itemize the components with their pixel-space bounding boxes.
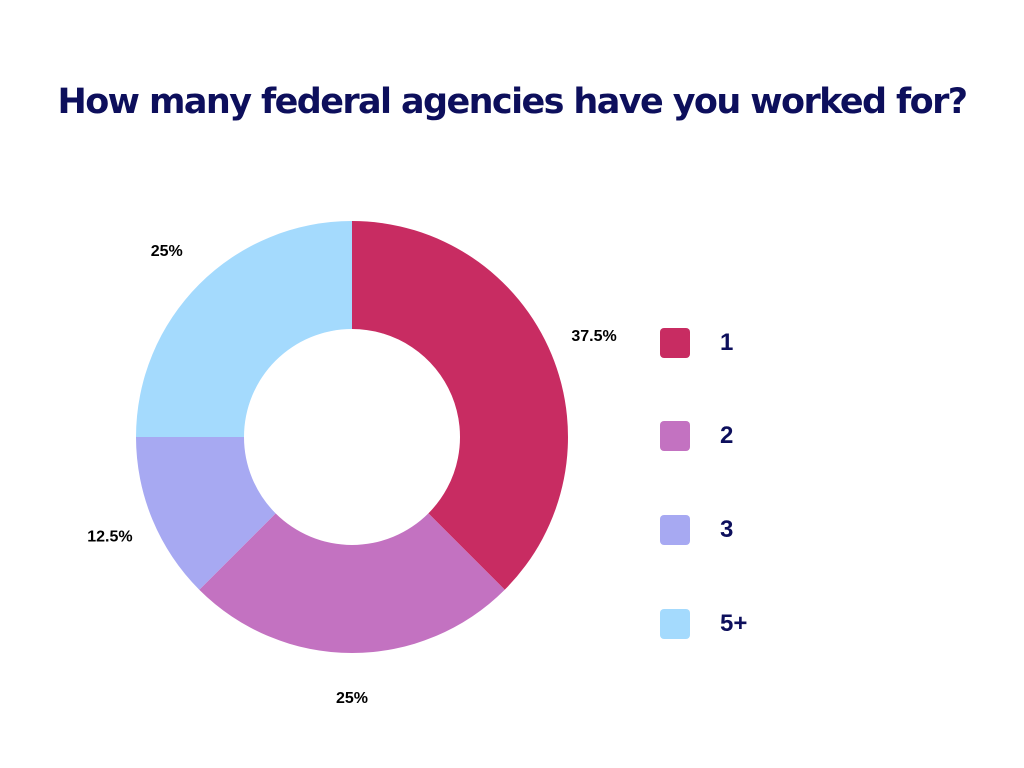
legend-label-1: 1 bbox=[720, 329, 734, 356]
slice-5-plus bbox=[136, 221, 352, 437]
legend-swatch-5-plus bbox=[660, 609, 690, 639]
legend-swatch-2 bbox=[660, 421, 690, 451]
legend-item-2: 2 bbox=[660, 421, 860, 451]
slice-2 bbox=[199, 513, 505, 653]
chart-title: How many federal agencies have you worke… bbox=[57, 82, 969, 122]
data-label-1: 37.5% bbox=[571, 328, 616, 345]
slice-3 bbox=[136, 437, 276, 590]
data-label-3: 12.5% bbox=[87, 528, 132, 545]
legend-item-3: 3 bbox=[660, 515, 860, 545]
legend-item-1: 1 bbox=[660, 328, 860, 358]
slice-1 bbox=[352, 221, 568, 590]
legend-label-5-plus: 5+ bbox=[720, 610, 748, 637]
legend-item-5-plus: 5+ bbox=[660, 609, 860, 639]
data-label-2: 25% bbox=[336, 690, 368, 707]
legend-label-2: 2 bbox=[720, 422, 734, 449]
legend-swatch-3 bbox=[660, 515, 690, 545]
legend-label-3: 3 bbox=[720, 516, 734, 543]
data-label-5-plus: 25% bbox=[151, 243, 183, 260]
legend-swatch-1 bbox=[660, 328, 690, 358]
